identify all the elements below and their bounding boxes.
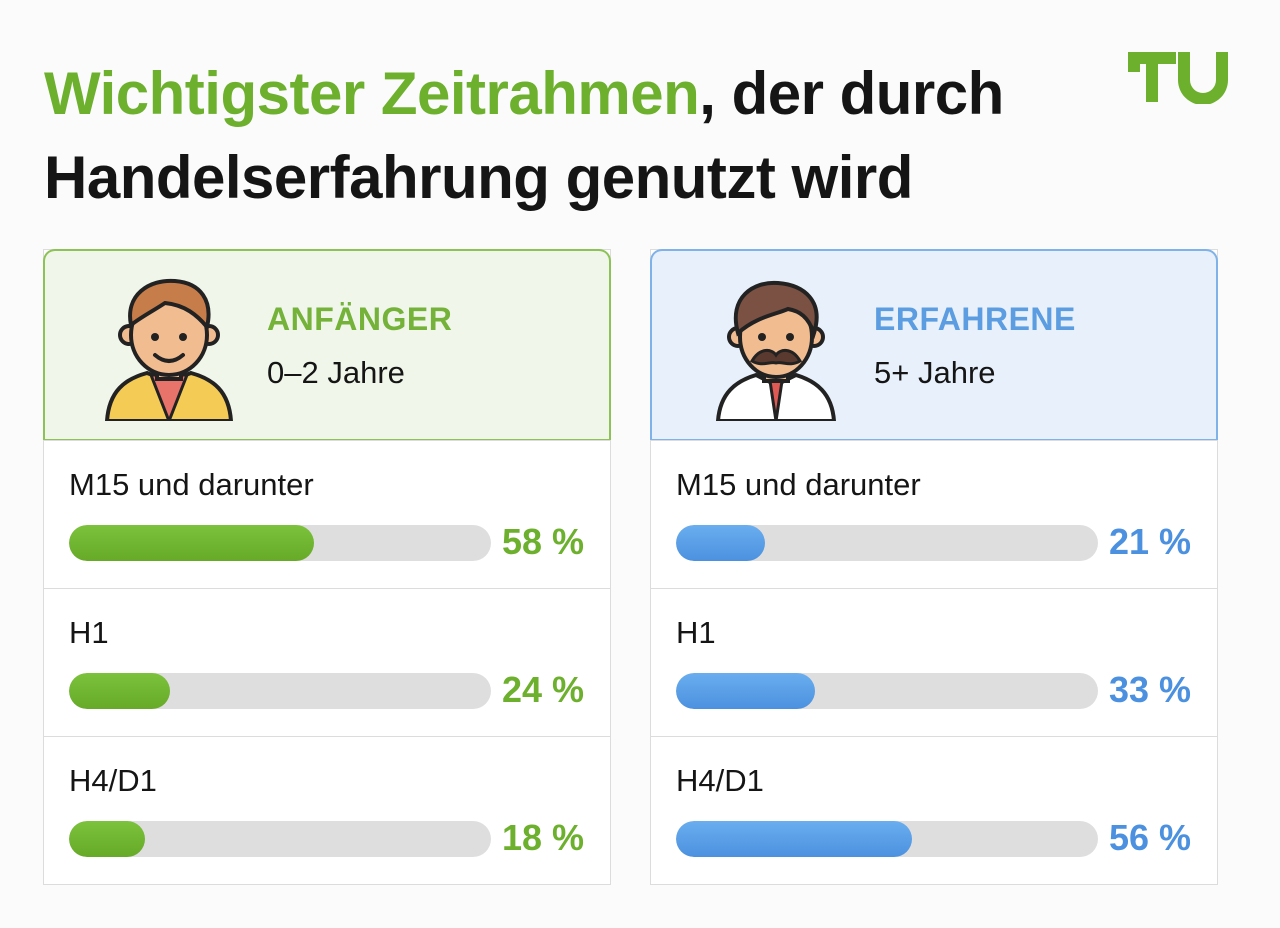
expert-years: 5+ Jahre — [874, 355, 996, 390]
bar-category-label: M15 und darunter — [676, 467, 921, 502]
beginner-row-h4d1: H4/D1 18 % — [44, 736, 610, 884]
expert-panel: ERFAHRENE 5+ Jahre M15 und darunter 21 %… — [650, 249, 1218, 885]
bar-value-label: 21 % — [1108, 521, 1191, 562]
beginner-row-h1: H1 24 % — [44, 588, 610, 736]
bar-value-label: 24 % — [501, 669, 584, 710]
title-line-2: Handelserfahrung genutzt wird — [44, 144, 913, 211]
bar-value-label: 58 % — [501, 521, 584, 562]
expert-row-h4d1: H4/D1 56 % — [651, 736, 1217, 884]
bar-category-label: H1 — [676, 615, 716, 650]
expert-header: ERFAHRENE 5+ Jahre — [650, 249, 1218, 440]
bar-fill — [676, 673, 816, 709]
bar-fill — [69, 525, 314, 561]
bar-track — [69, 673, 491, 709]
page-title: Wichtigster Zeitrahmen, der durch Handels… — [44, 52, 1044, 220]
bar-value-label: 18 % — [501, 817, 584, 858]
beginner-header: ANFÄNGER 0–2 Jahre — [43, 249, 611, 440]
beginner-years: 0–2 Jahre — [267, 355, 405, 390]
beginner-row-m15: M15 und darunter 58 % — [44, 440, 610, 588]
bar-fill — [69, 673, 171, 709]
bar-track — [69, 821, 491, 857]
expert-row-h1: H1 33 % — [651, 588, 1217, 736]
bar-value-label: 56 % — [1108, 817, 1191, 858]
bar-track — [676, 673, 1098, 709]
bar-fill — [69, 821, 145, 857]
bar-track — [69, 525, 491, 561]
bar-category-label: H4/D1 — [69, 763, 157, 798]
expert-label: ERFAHRENE — [874, 301, 1076, 337]
bar-category-label: H4/D1 — [676, 763, 764, 798]
title-rest: , der durch — [699, 60, 1004, 127]
bar-track — [676, 525, 1098, 561]
bar-value-label: 33 % — [1108, 669, 1191, 710]
bar-fill — [676, 525, 765, 561]
beginner-label: ANFÄNGER — [267, 301, 453, 337]
expert-row-m15: M15 und darunter 21 % — [651, 440, 1217, 588]
title-highlight: Wichtigster Zeitrahmen — [44, 60, 700, 127]
bar-fill — [676, 821, 913, 857]
beginner-panel: ANFÄNGER 0–2 Jahre M15 und darunter 58 %… — [43, 249, 611, 885]
mustached-man-avatar-icon — [715, 280, 837, 421]
tu-logo — [1128, 52, 1228, 104]
bar-category-label: M15 und darunter — [69, 467, 314, 502]
bar-category-label: H1 — [69, 615, 109, 650]
bar-track — [676, 821, 1098, 857]
young-man-avatar-icon — [104, 278, 234, 421]
